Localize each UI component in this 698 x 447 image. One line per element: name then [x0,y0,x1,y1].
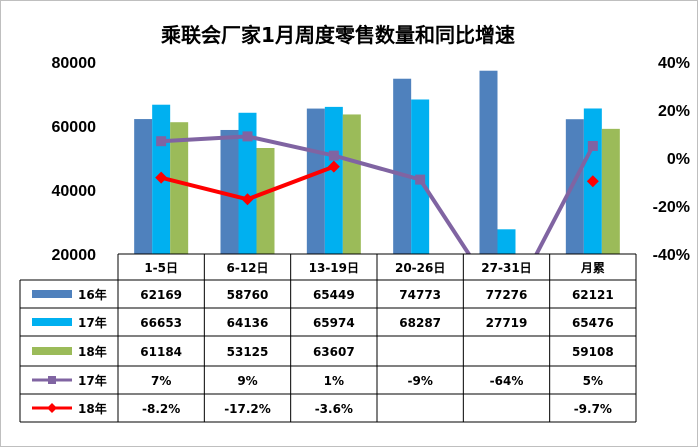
bar-1-1 [134,119,153,254]
legend-key-1 [32,290,72,298]
x-category-4: 20-26日 [395,261,445,275]
y-right-tick-2: -20% [653,199,690,216]
axes-layer: 20000 40000 60000 80000 -40% -20% 0% 20% 40% [52,55,691,264]
bar-2-3 [324,106,343,254]
table-cell-4-4: -9% [407,374,432,388]
legend-label-1: 16年 [78,287,107,302]
bar-1-4 [393,78,412,254]
table-cell-1-5: 77276 [486,288,528,302]
legend-key-3 [32,347,72,355]
y-right-tick-4: 20% [658,103,690,120]
legend-key-marker-5 [47,403,57,413]
y-left-tick-2: 40000 [52,183,97,200]
x-category-3: 13-19日 [309,261,359,275]
x-category-5: 27-31日 [481,261,531,275]
y-left-tick-3: 60000 [52,119,97,136]
table-cell-4-3: 1% [324,374,344,388]
table-cell-1-1: 62169 [140,288,182,302]
table-cell-2-5: 27719 [486,316,528,330]
x-category-1: 1-5日 [144,261,178,275]
table-cell-1-4: 74773 [399,288,441,302]
table-cell-4-1: 7% [151,374,171,388]
legend-label-2: 17年 [78,315,107,330]
line-2-marker-6 [586,175,599,188]
y-right-tick-1: -40% [653,247,690,264]
table-cell-3-1: 61184 [140,345,182,359]
y-left-tick-1: 20000 [52,247,97,264]
bar-1-2 [220,129,239,254]
bar-1-6 [565,119,584,254]
bar-3-2 [256,148,275,254]
table-cell-3-2: 53125 [227,345,269,359]
bar-2-2 [238,112,257,254]
data-table: 1-5日 6-12日 13-19日 20-26日 27-31日 月累 16年 62169 587… [19,253,637,423]
line-1-marker-1 [156,136,167,147]
bar-1-3 [306,108,325,254]
legend-label-5: 18年 [78,401,107,416]
x-category-6: 月累 [580,261,605,275]
line-2-marker-3 [327,160,340,173]
table-cell-1-6: 62121 [572,288,614,302]
y-left-tick-4: 80000 [52,55,97,72]
table-cell-4-6: 5% [583,374,603,388]
table-cell-2-2: 64136 [227,316,269,330]
table-cell-2-3: 65974 [313,316,355,330]
legend-key-2 [32,318,72,326]
table-cell-5-1: -8.2% [142,402,180,416]
bar-3-6 [601,128,620,254]
table-cell-5-6: -9.7% [574,402,612,416]
table-cell-3-3: 63607 [313,345,355,359]
bar-3-1 [170,122,189,254]
table-cell-1-2: 58760 [227,288,269,302]
line-1-marker-6 [587,141,598,151]
bar-3-3 [342,114,361,254]
table-cell-2-6: 65476 [572,316,614,330]
line-1-marker-4 [415,174,426,185]
table-cell-3-6: 59108 [572,345,614,359]
line-1-segment-1 [161,134,595,254]
x-category-2: 6-12日 [226,261,268,275]
legend-key-marker-4 [48,376,56,384]
line-1-marker-3 [328,150,339,161]
table-cell-4-5: -64% [490,374,524,388]
chart-title: 乘联会厂家1月周度零售数量和同比增速 [160,23,515,47]
table-cell-2-1: 66653 [140,316,182,330]
line-2-marker-1 [155,171,168,184]
legend-label-3: 18年 [78,344,107,359]
table-cell-4-2: 9% [237,374,257,388]
lines-layer [155,131,599,254]
table-cell-1-3: 65449 [313,288,355,302]
y-right-tick-5: 40% [658,55,690,72]
bar-1-5 [479,70,498,254]
table-cell-2-4: 68287 [399,316,441,330]
y-right-tick-3: 0% [667,151,690,168]
line-1-marker-2 [242,131,253,142]
legend-label-4: 17年 [78,373,107,388]
table-cell-5-2: -17.2% [224,402,271,416]
bar-2-5 [497,229,516,254]
line-2-marker-2 [241,193,254,206]
table-cell-5-3: -3.6% [315,402,353,416]
